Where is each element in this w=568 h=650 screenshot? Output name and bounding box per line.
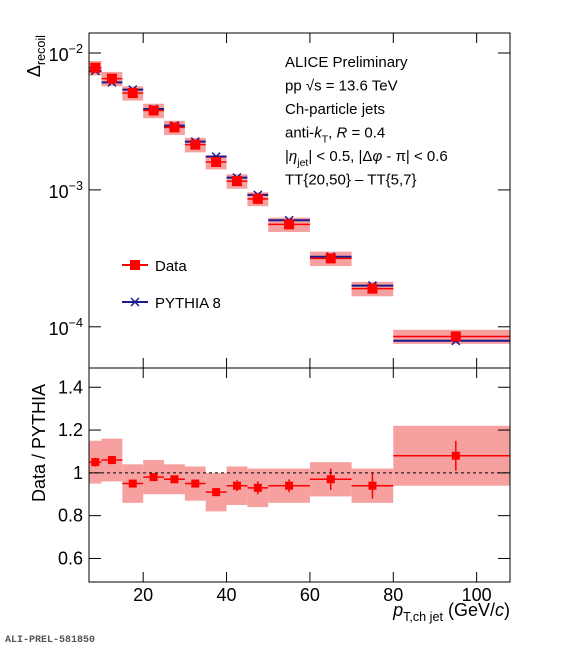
y-tick-label: 10−3 [49,179,83,202]
annotation: ALICE Preliminary [285,54,408,71]
data-marker [368,481,377,490]
data-marker [128,479,137,488]
y-axis-title: Data / PYTHIA [29,384,49,502]
data-marker [325,253,336,264]
text-part: - π| < 0.6 [382,148,448,165]
data-marker [190,139,201,150]
text-part: p [392,600,403,620]
data-marker [170,475,179,484]
annotation: |ηjet| < 0.5, |Δφ - π| < 0.6 [285,148,448,169]
text-part: jet [296,157,308,169]
text-part: | < 0.5, |Δ [308,148,372,165]
plot-area [89,61,510,346]
y-tick-label: 0.8 [58,506,83,526]
x-tick-label: 40 [217,585,237,605]
text-part: (GeV/ [443,600,495,620]
data-marker [285,481,294,490]
data-marker [284,219,295,230]
text-part: Data / PYTHIA [29,384,49,502]
data-marker [450,331,461,342]
text-part: recoil [34,35,48,65]
frame [88,367,511,583]
x-tick-label: 60 [300,585,320,605]
plot-area [89,425,510,512]
x-tick-label: 80 [383,585,403,605]
text-part: pp √s = 13.6 TeV [285,78,398,95]
data-marker [232,481,241,490]
data-marker [231,176,242,187]
annotation: pp √s = 13.6 TeV [285,78,398,95]
text-part: | [285,148,289,165]
text-part: φ [372,148,382,165]
text-part: , [328,125,336,142]
text-part: k [314,125,323,142]
text-part: R [336,125,347,142]
legend-marker [130,297,140,307]
x-tick-label: 20 [133,585,153,605]
data-marker [149,473,158,482]
data-marker [90,62,101,73]
y-tick-label: 0.6 [58,548,83,568]
annotation: TT{20,50} – TT{5,7} [285,172,416,189]
legend-marker [130,260,140,270]
data-marker [91,458,100,467]
y-axis-title: Δrecoil [24,35,48,77]
data-marker [326,475,335,484]
data-marker [127,88,138,99]
data-marker [148,105,159,116]
footer: ALI-PREL-581850 [5,635,95,646]
annotation: Ch-particle jets [285,101,385,118]
text-part: T,ch jet [403,610,443,624]
data-marker [367,283,378,294]
text-part: = 0.4 [347,125,385,142]
text-part: ALICE Preliminary [285,54,408,71]
y-tick-label: 1.2 [58,420,83,440]
data-marker [253,483,262,492]
data-marker [451,451,460,460]
x-tick-label: 100 [462,585,492,605]
text-part: Δ [24,65,44,77]
y-tick-label: 1.4 [58,377,83,397]
y-tick-label: 1 [73,463,83,483]
text-part: 10 [49,182,69,202]
text-part: ) [504,600,510,620]
data-marker [252,193,263,204]
annotation: anti-kT, R = 0.4 [285,125,385,146]
text-part: 10 [49,45,69,65]
text-part: c [495,600,504,620]
text-part: η [289,148,297,165]
data-marker [212,488,221,497]
y-tick-label: 10−4 [49,316,83,339]
text-part: Ch-particle jets [285,101,385,118]
text-part: anti- [285,125,314,142]
text-part: −4 [69,316,83,330]
text-part: T [322,134,329,146]
data-marker [106,73,117,84]
data-marker [191,479,200,488]
data-marker [211,156,222,167]
legend-label: PYTHIA 8 [155,295,221,312]
legend-label: Data [155,258,187,275]
x-axis-title: pT,ch jet (GeV/c) [392,600,510,624]
text-part: 10 [49,319,69,339]
text-part: TT{20,50} – TT{5,7} [285,172,416,189]
y-tick-label: 10−2 [49,42,83,65]
data-marker [107,456,116,465]
text-part: −3 [69,179,83,193]
data-marker [169,122,180,133]
text-part: −2 [69,42,83,56]
